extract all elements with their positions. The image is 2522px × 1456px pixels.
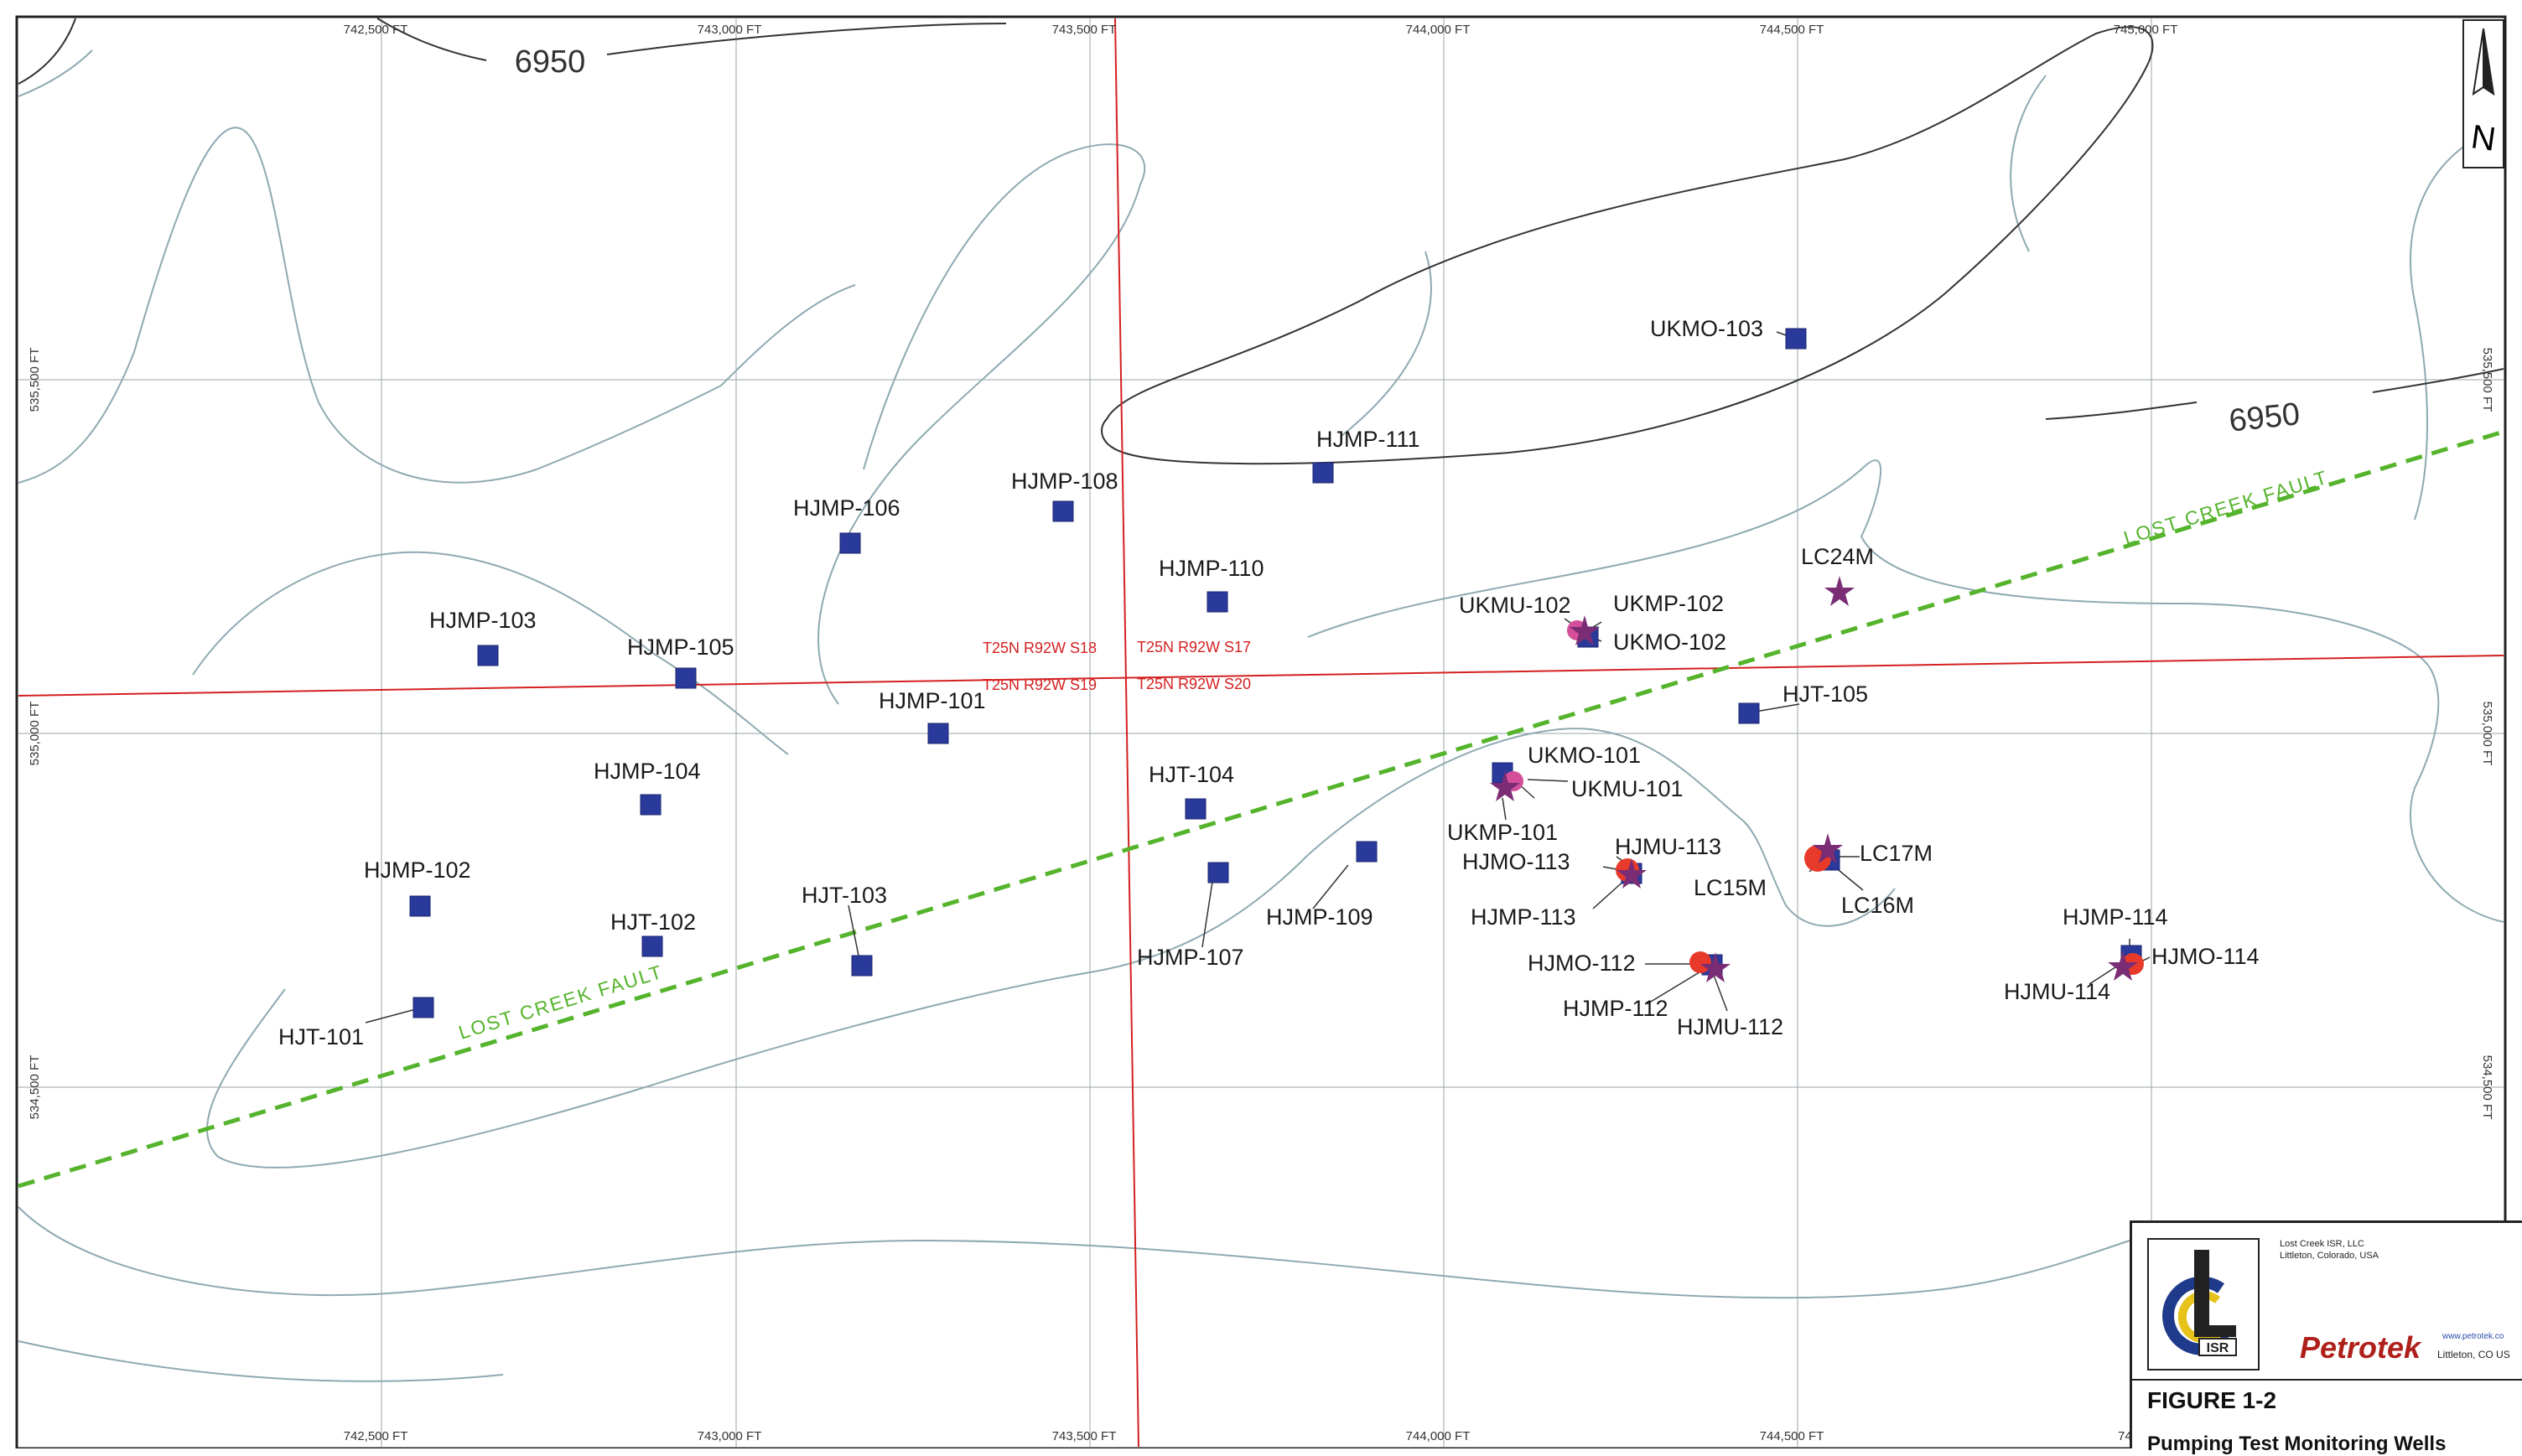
coord-top-2: 743,000 FT [698,23,762,37]
label-ukmo-102: UKMO-102 [1613,630,1726,655]
label-ukmo-101: UKMO-101 [1528,743,1641,768]
logo-isr-text: ISR [2207,1341,2229,1355]
contour-label-2: 6950 [2228,396,2301,439]
label-hjmo-112: HJMO-112 [1528,951,1636,976]
company-name: Lost Creek ISR, LLC [2280,1239,2364,1249]
label-lc16m: LC16M [1841,893,1914,918]
major-contours [18,18,2504,465]
north-arrow-letter: N [2469,118,2499,158]
coord-top-5: 744,500 FT [1760,23,1824,37]
label-lc24m: LC24M [1801,544,1874,569]
company-location: Littleton, Colorado, USA [2280,1251,2379,1261]
label-ukmu-102: UKMU-102 [1459,593,1571,618]
coord-bottom-4: 744,000 FT [1406,1429,1471,1443]
coord-right-1: 535,500 FT [2480,348,2494,412]
label-ukmo-103: UKMO-103 [1650,316,1763,341]
stars [1490,576,2138,982]
well-labels: HJMP-101 HJMP-102 HJMP-103 HJMP-104 HJMP… [278,316,2260,1049]
label-hjt-103: HJT-103 [802,883,887,908]
figure-number: FIGURE 1-2 [2147,1387,2277,1413]
section-labels: T25N R92W S18 T25N R92W S17 T25N R92W S1… [983,639,1251,693]
label-hjmp-112: HJMP-112 [1563,996,1668,1021]
section-lines [18,18,2504,1448]
label-hjmp-114: HJMP-114 [2063,904,2168,930]
label-hjt-105: HJT-105 [1783,681,1868,707]
petrotek-city: Littleton, CO US [2437,1349,2510,1360]
label-hjmo-114: HJMO-114 [2151,944,2260,969]
label-hjmu-113: HJMU-113 [1615,834,1721,859]
title-block-divider [2132,1379,2522,1381]
label-hjt-104: HJT-104 [1149,762,1234,787]
label-hjmp-113: HJMP-113 [1471,904,1576,930]
label-hjmp-105: HJMP-105 [627,635,734,660]
lost-creek-isr-logo: ISR [2147,1238,2260,1371]
petrotek-url: www.petrotek.co [2442,1332,2504,1341]
label-lc15m: LC15M [1694,875,1767,900]
label-hjmp-110: HJMP-110 [1159,556,1264,581]
coord-right-3: 534,500 FT [2480,1055,2494,1120]
label-ukmu-101: UKMU-101 [1571,776,1684,801]
contour-labels: 6950 6950 [491,37,2370,447]
label-hjmp-101: HJMP-101 [879,688,986,713]
section-label-s17: T25N R92W S17 [1137,639,1251,655]
label-hjmu-114: HJMU-114 [2004,979,2110,1004]
label-hjmo-113: HJMO-113 [1462,849,1570,874]
section-label-s19: T25N R92W S19 [983,676,1097,693]
coord-right-2: 535,000 FT [2480,702,2494,766]
section-label-s18: T25N R92W S18 [983,640,1097,656]
label-hjmp-109: HJMP-109 [1266,904,1373,930]
coord-left-2: 535,000 FT [28,702,42,766]
label-hjmp-111: HJMP-111 [1316,427,1420,452]
lost-creek-fault-line [18,429,2504,1189]
coord-bottom-1: 742,500 FT [344,1429,408,1443]
label-hjmp-102: HJMP-102 [364,858,471,883]
bottom-coordinates: 742,500 FT 743,000 FT 743,500 FT 744,000… [344,1429,2139,1443]
contour-label-1: 6950 [515,44,586,80]
label-ukmp-101: UKMP-101 [1447,820,1558,845]
coord-top-3: 743,500 FT [1052,23,1117,37]
label-hjmp-106: HJMP-106 [793,495,900,521]
company-info: Lost Creek ISR, LLC Littleton, Colorado,… [2280,1238,2379,1262]
label-hjmp-108: HJMP-108 [1011,469,1118,494]
top-coordinates: 742,500 FT 743,000 FT 743,500 FT 744,000… [344,23,2178,37]
coord-top-1: 742,500 FT [344,23,408,37]
left-coordinates: 535,500 FT 535,000 FT 534,500 FT [28,348,42,1120]
coord-left-3: 534,500 FT [28,1055,42,1120]
right-coordinates: 535,500 FT 535,000 FT 534,500 FT [2480,348,2494,1120]
coord-top-6: 745,000 FT [2114,23,2178,37]
label-hjt-101: HJT-101 [278,1024,364,1049]
coord-bottom-5: 744,500 FT [1760,1429,1824,1443]
petrotek-logo: Petrotek [2300,1330,2421,1365]
minor-contours [18,49,2504,1382]
map-frame [15,15,2507,1448]
coord-left-1: 535,500 FT [28,348,42,412]
label-hjt-102: HJT-102 [610,909,696,935]
label-ukmp-102: UKMP-102 [1613,591,1724,616]
title-block: ISR Lost Creek ISR, LLC Littleton, Color… [2130,1220,2522,1455]
north-arrow: N [2462,19,2504,168]
label-hjmu-112: HJMU-112 [1677,1014,1783,1039]
label-hjmp-104: HJMP-104 [594,759,701,784]
figure-title: Pumping Test Monitoring Wells [2147,1433,2447,1455]
coord-bottom-3: 743,500 FT [1052,1429,1117,1443]
coord-bottom-2: 743,000 FT [698,1429,762,1443]
label-hjmp-103: HJMP-103 [429,608,537,633]
section-label-s20: T25N R92W S20 [1137,676,1251,692]
label-hjmp-107: HJMP-107 [1137,945,1244,970]
coord-top-4: 744,000 FT [1406,23,1471,37]
coordinate-grid [18,18,2504,1447]
label-lc17m: LC17M [1860,841,1933,866]
